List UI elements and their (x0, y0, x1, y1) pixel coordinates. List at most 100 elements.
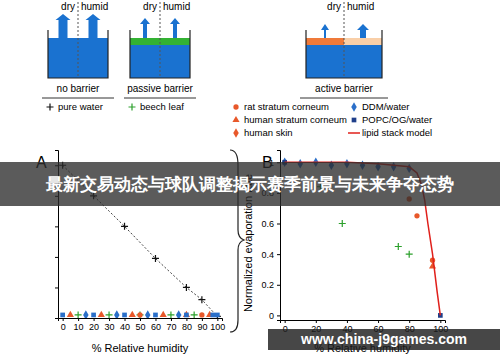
point (167, 311, 174, 318)
tick-label: 40 (120, 322, 130, 332)
tick-label: 70 (166, 322, 176, 332)
diagram-panel: dryhumidactive barrier (300, 1, 388, 98)
legend-line (348, 132, 360, 134)
point (114, 310, 119, 318)
divider (344, 2, 345, 78)
diagram-left-label: dry (143, 1, 157, 12)
point (184, 313, 189, 318)
tick: 50 (135, 318, 145, 332)
figure: dry humid no barrier dry humid passive barrie… (0, 0, 500, 362)
tick: 80 (182, 318, 192, 332)
diagram-left-label: dry (61, 1, 75, 12)
tick-mark (55, 226, 58, 227)
point (153, 313, 158, 318)
legend-label: DDM/water (362, 101, 410, 112)
diagram-right-label: humid (347, 1, 374, 12)
point (75, 311, 82, 318)
x-axis-title: % Relative humidity (92, 342, 189, 354)
point (60, 313, 65, 318)
arrow (86, 14, 101, 38)
tick: 0 (269, 311, 280, 321)
tick: 90 (197, 318, 207, 332)
point (198, 296, 205, 303)
tick-mark (109, 318, 110, 321)
tick-mark (347, 320, 348, 323)
tick-label: 50 (135, 322, 145, 332)
point (183, 311, 190, 317)
diagram-label: passive barrier (127, 83, 193, 94)
arrow (56, 14, 71, 38)
tick-label: 0.6 (261, 219, 274, 229)
arrow (140, 18, 150, 38)
point (191, 311, 198, 318)
legend: pure waterbeech leafrat stratum corneumh… (47, 101, 433, 138)
tick-label: 60 (151, 322, 161, 332)
tick-mark (94, 318, 95, 321)
arrow (321, 24, 329, 38)
tick-label: 0 (61, 322, 66, 332)
point (210, 313, 215, 318)
axis-line (281, 321, 446, 324)
tick-mark (277, 254, 280, 255)
tick-label: 80 (182, 322, 192, 332)
watermark-background (268, 329, 500, 350)
tick: 0.6 (261, 219, 280, 229)
diagram-label: no barrier (57, 83, 100, 94)
legend-label: lipid stack model (362, 127, 432, 138)
legend-label: human skin (244, 127, 293, 138)
divider (160, 2, 161, 78)
tick: 40 (120, 318, 130, 332)
point (199, 312, 204, 317)
banner-text: 最新交易动态与球队调整揭示赛季前景与未来争夺态势 (45, 175, 454, 194)
tick: 0.4 (261, 250, 280, 260)
underline (124, 98, 196, 99)
legend-label: POPC/OG/water (362, 114, 432, 125)
point (339, 220, 346, 227)
legend-item: pure water (47, 101, 103, 112)
tick (55, 318, 58, 319)
tick-mark (186, 318, 187, 321)
tick-mark (63, 318, 64, 321)
tick (55, 226, 58, 227)
diagram-right-label: humid (163, 1, 190, 12)
tick (55, 287, 58, 288)
tick-mark (285, 320, 286, 323)
tick: 60 (151, 318, 161, 332)
tick: 20 (89, 318, 99, 332)
watermark-text: www.china-j9games.com (300, 331, 467, 347)
tick-mark (55, 287, 58, 288)
tick: 70 (166, 318, 176, 332)
point (91, 313, 96, 318)
legend-marker (47, 104, 54, 111)
tick-mark (316, 320, 317, 323)
legend-marker (233, 128, 238, 137)
tick-mark (277, 285, 280, 286)
diagram-panel: dry humid passive barrier (124, 1, 196, 98)
legend-item: POPC/OG/water (352, 114, 433, 125)
tick-mark (202, 318, 203, 321)
point (98, 311, 105, 317)
point (152, 255, 159, 262)
point (83, 310, 88, 318)
legend-item: human skin (233, 127, 292, 138)
divider (78, 2, 79, 78)
legend-marker (351, 102, 356, 111)
tick: 0 (61, 318, 66, 332)
legend-marker (232, 116, 239, 122)
tick: 10 (74, 318, 84, 332)
tick-label: 20 (89, 322, 99, 332)
legend-label: rat stratum corneum (244, 101, 329, 112)
point (406, 251, 413, 258)
point (121, 223, 128, 230)
tick-mark (277, 315, 280, 316)
legend-item: lipid stack model (348, 127, 432, 138)
legend-label: pure water (58, 101, 103, 112)
point (137, 312, 142, 317)
point (145, 310, 150, 318)
tick-label: 0 (269, 311, 274, 321)
tick-mark (125, 318, 126, 321)
point (395, 243, 402, 250)
tick-mark (171, 318, 172, 321)
point (160, 311, 167, 317)
barrier (306, 38, 344, 45)
